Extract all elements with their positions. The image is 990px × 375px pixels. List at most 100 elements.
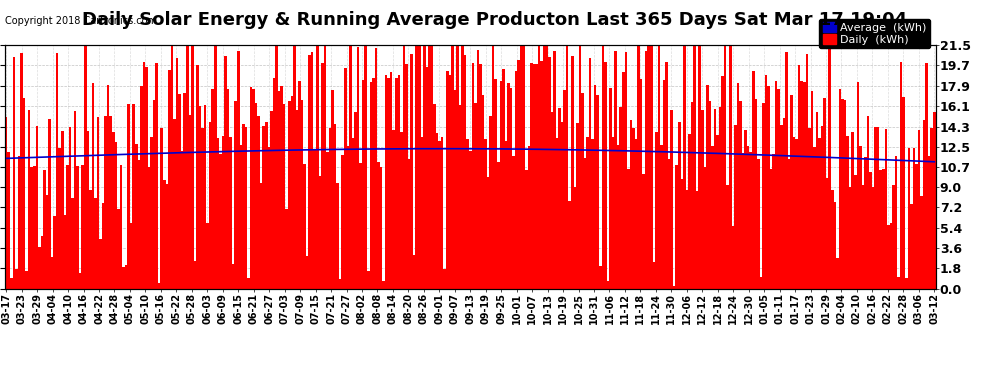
Bar	[859, 146, 861, 289]
Bar	[204, 105, 206, 289]
Bar	[843, 99, 846, 289]
Bar	[227, 88, 230, 289]
Bar	[374, 48, 377, 289]
Bar	[550, 112, 553, 289]
Bar	[620, 106, 622, 289]
Bar	[290, 96, 293, 289]
Bar	[66, 165, 68, 289]
Bar	[662, 80, 665, 289]
Bar	[15, 269, 18, 289]
Bar	[308, 55, 311, 289]
Bar	[704, 167, 706, 289]
Bar	[385, 75, 387, 289]
Bar	[471, 63, 474, 289]
Bar	[8, 152, 10, 289]
Bar	[262, 126, 265, 289]
Bar	[928, 156, 931, 289]
Bar	[28, 110, 31, 289]
Bar	[795, 139, 798, 289]
Bar	[456, 45, 458, 289]
Bar	[742, 153, 744, 289]
Bar	[647, 45, 650, 289]
Bar	[115, 142, 117, 289]
Bar	[643, 174, 644, 289]
Bar	[890, 223, 892, 289]
Bar	[346, 146, 349, 289]
Bar	[591, 139, 594, 289]
Bar	[377, 162, 380, 289]
Bar	[186, 45, 188, 289]
Bar	[135, 144, 138, 289]
Bar	[112, 132, 115, 289]
Bar	[408, 159, 410, 289]
Bar	[578, 45, 581, 289]
Bar	[431, 45, 434, 289]
Bar	[502, 69, 505, 289]
Bar	[668, 159, 670, 289]
Bar	[13, 57, 15, 289]
Bar	[104, 116, 107, 289]
Bar	[423, 45, 426, 289]
Bar	[20, 53, 23, 289]
Bar	[194, 261, 196, 289]
Bar	[729, 45, 732, 289]
Bar	[780, 125, 782, 289]
Bar	[199, 106, 201, 289]
Bar	[426, 67, 429, 289]
Bar	[74, 111, 76, 289]
Bar	[201, 128, 204, 289]
Bar	[905, 278, 908, 289]
Bar	[49, 119, 50, 289]
Bar	[138, 160, 140, 289]
Bar	[170, 45, 173, 289]
Bar	[392, 130, 395, 289]
Bar	[933, 112, 936, 289]
Bar	[494, 79, 497, 289]
Bar	[622, 72, 625, 289]
Bar	[523, 45, 525, 289]
Bar	[280, 86, 283, 289]
Bar	[900, 62, 903, 289]
Bar	[777, 89, 780, 289]
Bar	[691, 102, 693, 289]
Bar	[854, 176, 856, 289]
Bar	[160, 128, 163, 289]
Bar	[196, 65, 199, 289]
Bar	[566, 45, 568, 289]
Bar	[675, 165, 678, 289]
Bar	[861, 185, 864, 289]
Bar	[683, 45, 686, 289]
Bar	[627, 169, 630, 289]
Bar	[451, 45, 453, 289]
Bar	[644, 51, 647, 289]
Bar	[324, 45, 326, 289]
Bar	[155, 63, 158, 289]
Bar	[553, 51, 555, 289]
Bar	[94, 198, 97, 289]
Bar	[555, 138, 558, 289]
Bar	[31, 166, 33, 289]
Bar	[759, 277, 762, 289]
Bar	[727, 185, 729, 289]
Bar	[191, 45, 194, 289]
Bar	[316, 45, 319, 289]
Bar	[497, 162, 500, 289]
Bar	[604, 63, 607, 289]
Bar	[416, 46, 418, 289]
Bar	[500, 81, 502, 289]
Bar	[301, 100, 303, 289]
Bar	[434, 104, 436, 289]
Bar	[772, 154, 775, 289]
Bar	[819, 138, 821, 289]
Bar	[326, 152, 329, 289]
Bar	[749, 152, 752, 289]
Bar	[869, 172, 872, 289]
Bar	[356, 47, 359, 289]
Bar	[117, 209, 120, 289]
Bar	[752, 71, 754, 289]
Bar	[474, 103, 476, 289]
Bar	[41, 236, 44, 289]
Bar	[232, 264, 235, 289]
Bar	[354, 112, 356, 289]
Bar	[635, 139, 638, 289]
